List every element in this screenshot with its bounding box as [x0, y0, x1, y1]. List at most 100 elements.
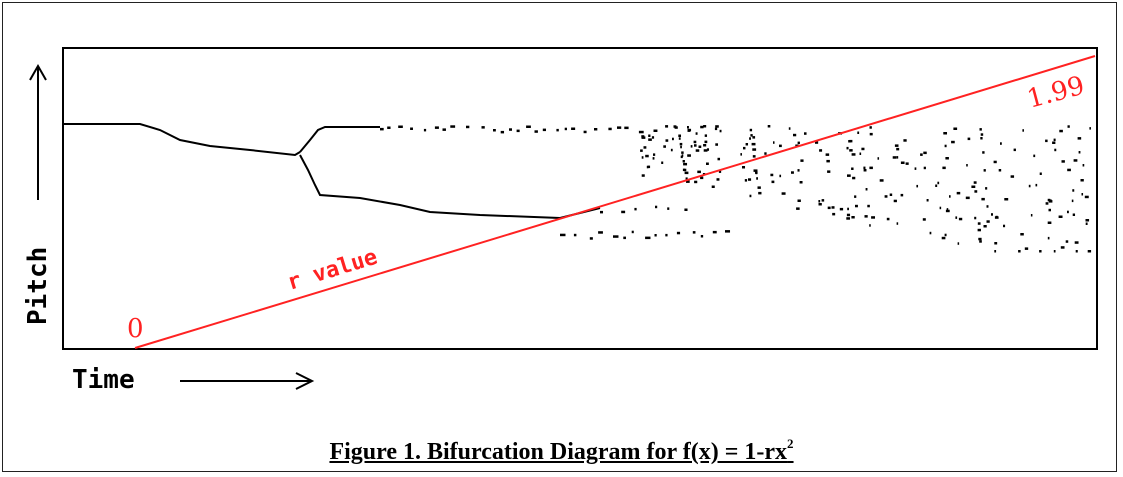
chaos-point [380, 127, 384, 131]
chaos-point [673, 125, 677, 128]
chaos-point [684, 171, 689, 175]
chaos-point [889, 193, 893, 196]
chaos-point [655, 205, 658, 209]
chaos-point [859, 152, 862, 155]
chaos-point [665, 139, 669, 142]
chaos-point [827, 206, 831, 210]
chaos-point [1085, 222, 1088, 225]
chaos-point [556, 128, 559, 132]
chaos-point [1053, 138, 1056, 142]
chaos-point [1047, 236, 1050, 240]
chaos-point [678, 137, 681, 140]
chaos-point [966, 164, 968, 167]
chaos-point [758, 191, 762, 195]
chaos-point [617, 126, 622, 129]
chaos-point [509, 128, 512, 131]
chaos-point [703, 125, 707, 128]
chaos-point [700, 235, 704, 238]
chaos-point [703, 144, 707, 147]
chaos-point [704, 134, 708, 137]
chaos-point [753, 169, 758, 172]
chaos-point [583, 130, 587, 134]
chaos-point [1004, 198, 1009, 201]
chaos-point [641, 156, 644, 159]
chaos-point [711, 185, 715, 188]
chaos-point [767, 125, 771, 128]
chaos-point [1071, 199, 1074, 203]
chaos-point [757, 186, 761, 189]
chaos-point [1061, 160, 1065, 163]
chaos-point [861, 147, 865, 151]
chaos-point [869, 132, 873, 136]
chaos-point [851, 167, 854, 170]
chaos-point [756, 177, 758, 180]
chaos-point [683, 162, 688, 166]
chaos-point [687, 154, 691, 157]
chaos-point [716, 178, 720, 181]
chaos-point [693, 140, 697, 144]
chaos-point [867, 204, 870, 208]
chaos-point [681, 154, 684, 157]
chaos-point [749, 128, 753, 132]
chaos-point [956, 191, 961, 195]
plot-area [62, 47, 1098, 350]
chaos-point [983, 225, 987, 228]
chaos-point [973, 181, 977, 184]
chaos-point [598, 231, 603, 234]
chaos-point [923, 151, 927, 155]
chaos-point [526, 125, 531, 128]
chaos-point [740, 153, 742, 156]
chaos-point [854, 195, 857, 198]
caption-superscript: 2 [787, 436, 794, 451]
chaos-point [981, 197, 985, 201]
chaos-point [748, 178, 752, 181]
chaos-point [849, 149, 853, 152]
chaos-point [594, 128, 598, 131]
chaos-point [672, 137, 674, 141]
chaos-point [744, 179, 748, 182]
chaos-point [681, 151, 684, 154]
chaos-point [608, 127, 612, 131]
chaos-point [678, 134, 682, 137]
chaos-point [896, 222, 899, 225]
chaos-point [831, 206, 835, 209]
chaos-point [1080, 179, 1084, 182]
chaos-point [684, 208, 688, 211]
chaos-point [648, 138, 652, 141]
chaos-point [387, 126, 391, 129]
chaos-point [764, 152, 767, 155]
chaos-point [978, 237, 982, 241]
chaos-point [957, 242, 960, 245]
chaos-point [698, 145, 702, 148]
chaos-point [983, 169, 986, 172]
chaos-point [986, 205, 989, 208]
chaos-point [991, 213, 994, 216]
chaos-point [863, 169, 867, 172]
chaos-point [967, 137, 971, 141]
chaos-point [560, 233, 566, 237]
chaos-point [943, 132, 948, 135]
chaos-point [621, 210, 626, 214]
chaos-point [1065, 240, 1069, 243]
chaos-point [752, 136, 756, 139]
chaos-point [847, 207, 849, 211]
chaos-point [423, 128, 427, 132]
chaos-point [855, 204, 858, 208]
chaos-point [1039, 250, 1042, 253]
chaos-point [945, 209, 950, 213]
chaos-point [641, 136, 646, 139]
chaos-point [686, 180, 690, 183]
chaos-point [826, 159, 830, 163]
chaos-point [663, 145, 666, 148]
chaos-point [985, 187, 988, 190]
chaos-point [450, 125, 456, 128]
chaos-point [1020, 233, 1024, 236]
chaos-point [1047, 221, 1052, 224]
chaos-point [818, 203, 822, 206]
chaos-point [755, 171, 758, 175]
chaos-point [706, 162, 709, 165]
chaos-point [857, 131, 860, 134]
chaos-point [542, 128, 547, 132]
chaos-point [690, 145, 693, 148]
